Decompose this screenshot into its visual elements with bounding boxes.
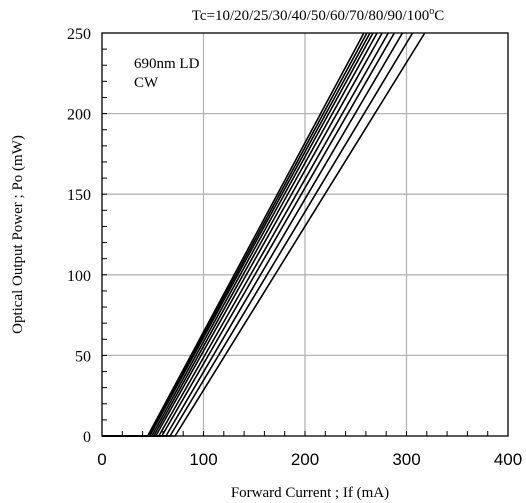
x-axis-label: Forward Current ; If (mA) [231,485,389,501]
x-tick-label-3: 300 [392,450,420,469]
y-tick-label-0: 0 [83,429,91,446]
annotation-line-1: 690nm LD [134,56,200,72]
annotation-line-2: CW [134,75,159,91]
y-tick-label-5: 250 [67,26,91,43]
x-tick-labels: 0 100 200 300 400 [97,450,522,469]
y-tick-label-4: 200 [67,107,91,124]
y-axis-label: Optical Output Power ; Po (mW) [10,135,26,334]
x-tick-label-0: 0 [97,450,106,469]
y-tick-label-2: 100 [67,268,91,285]
x-tick-label-2: 200 [291,450,319,469]
chart-title: Tc=10/20/25/30/40/50/60/70/80/90/100oC [192,6,444,24]
x-tick-label-4: 400 [494,450,522,469]
y-tick-label-1: 50 [75,348,91,365]
plot-frame [101,32,509,437]
y-tick-label-3: 150 [67,187,91,204]
y-tick-labels: 0 50 100 150 200 250 [67,26,91,446]
x-tick-label-1: 100 [189,450,217,469]
grid [102,33,508,436]
